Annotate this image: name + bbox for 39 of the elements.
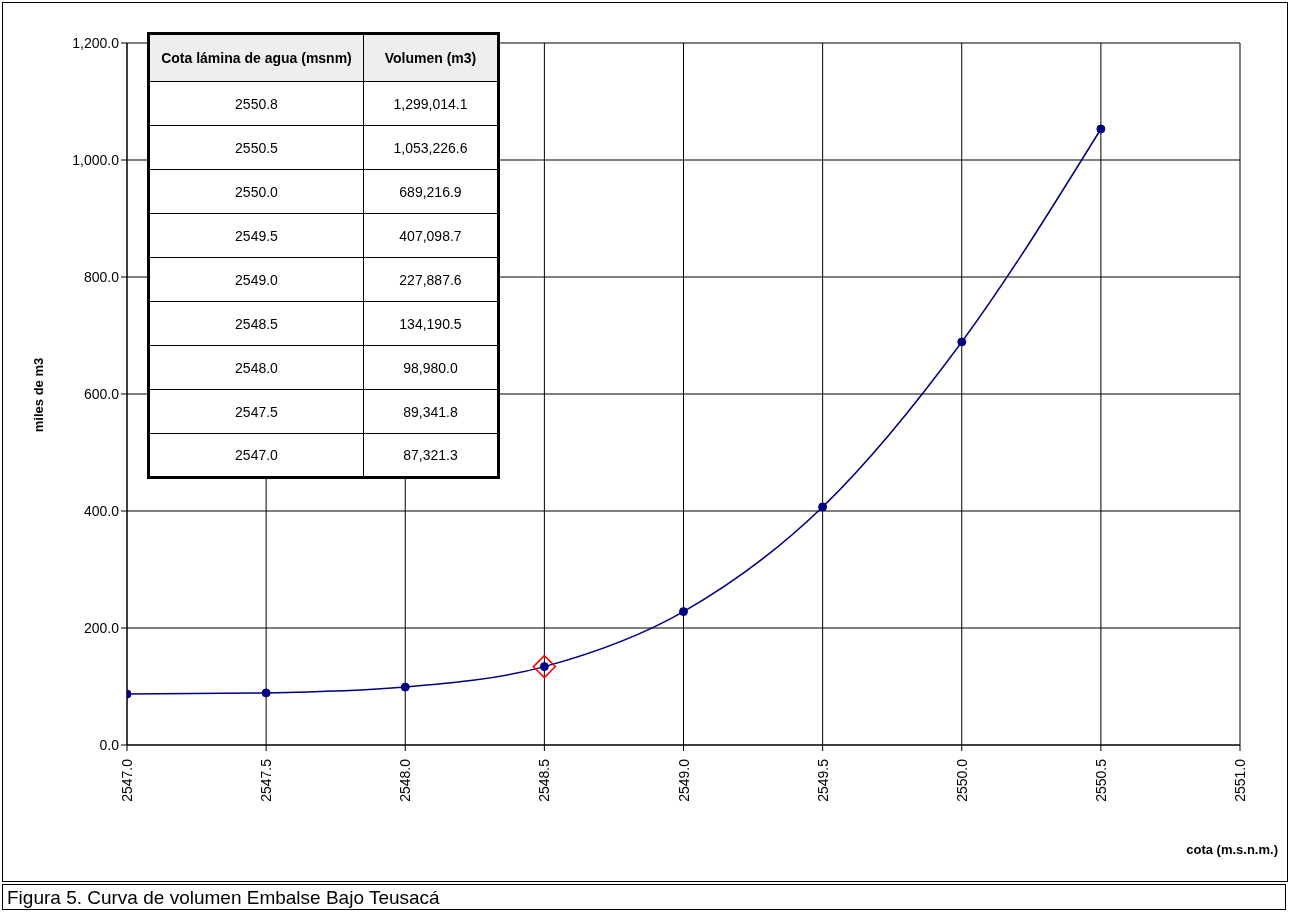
annotation: 87,321.3 [363, 433, 499, 478]
text: Figura 5. Curva de volumen Embalse Bajo Teusacá [2, 884, 1286, 910]
x-tick-label: 2550.5 [1092, 758, 1109, 802]
x-tick-label: 2549.0 [675, 758, 692, 802]
annotation: 2549.0 [148, 257, 364, 302]
y-tick-label: 200.0 [83, 619, 120, 636]
annotation: 2550.0 [148, 169, 364, 214]
annotation: Cota lámina de agua (msnm) [148, 33, 364, 82]
annotation: 1,299,014.1 [363, 81, 499, 126]
y-tick-label: 0.0 [99, 736, 120, 753]
annotation: 689,216.9 [363, 169, 499, 214]
annotation: 1,053,226.6 [363, 125, 499, 170]
annotation: 2547.5 [148, 389, 364, 434]
x-tick-label: 2548.0 [397, 758, 414, 802]
x-tick-label: 2548.5 [536, 758, 553, 802]
y-tick-label: 600.0 [83, 385, 120, 402]
x-tick-label: 2549.5 [814, 758, 831, 802]
y-tick-label: 1,200.0 [72, 34, 120, 51]
y-tick-label: 1,000.0 [72, 151, 120, 168]
annotation: 2548.0 [148, 345, 364, 390]
x-tick-label: 2551.0 [1232, 758, 1248, 802]
x-axis-title: cota (m.s.n.m.) [1186, 842, 1278, 857]
annotation: 89,341.8 [363, 389, 499, 434]
y-tick-label: 800.0 [83, 268, 120, 285]
annotation: 2550.8 [148, 81, 364, 126]
y-axis-title: miles de m3 [30, 357, 46, 433]
annotation: 2547.0 [148, 433, 364, 478]
annotation: 2550.5 [148, 125, 364, 170]
annotation: Volumen (m3) [363, 33, 499, 82]
annotation: 2549.5 [148, 213, 364, 258]
annotation: 2548.5 [148, 301, 364, 346]
x-tick-label: 2547.0 [119, 758, 135, 802]
x-tick-label: 2547.5 [258, 758, 275, 802]
annotation: 134,190.5 [363, 301, 499, 346]
y-tick-label: 400.0 [83, 502, 120, 519]
annotation: 407,098.7 [363, 213, 499, 258]
annotation: 227,887.6 [363, 257, 499, 302]
annotation: 98,980.0 [363, 345, 499, 390]
x-tick-label: 2550.0 [953, 758, 970, 802]
